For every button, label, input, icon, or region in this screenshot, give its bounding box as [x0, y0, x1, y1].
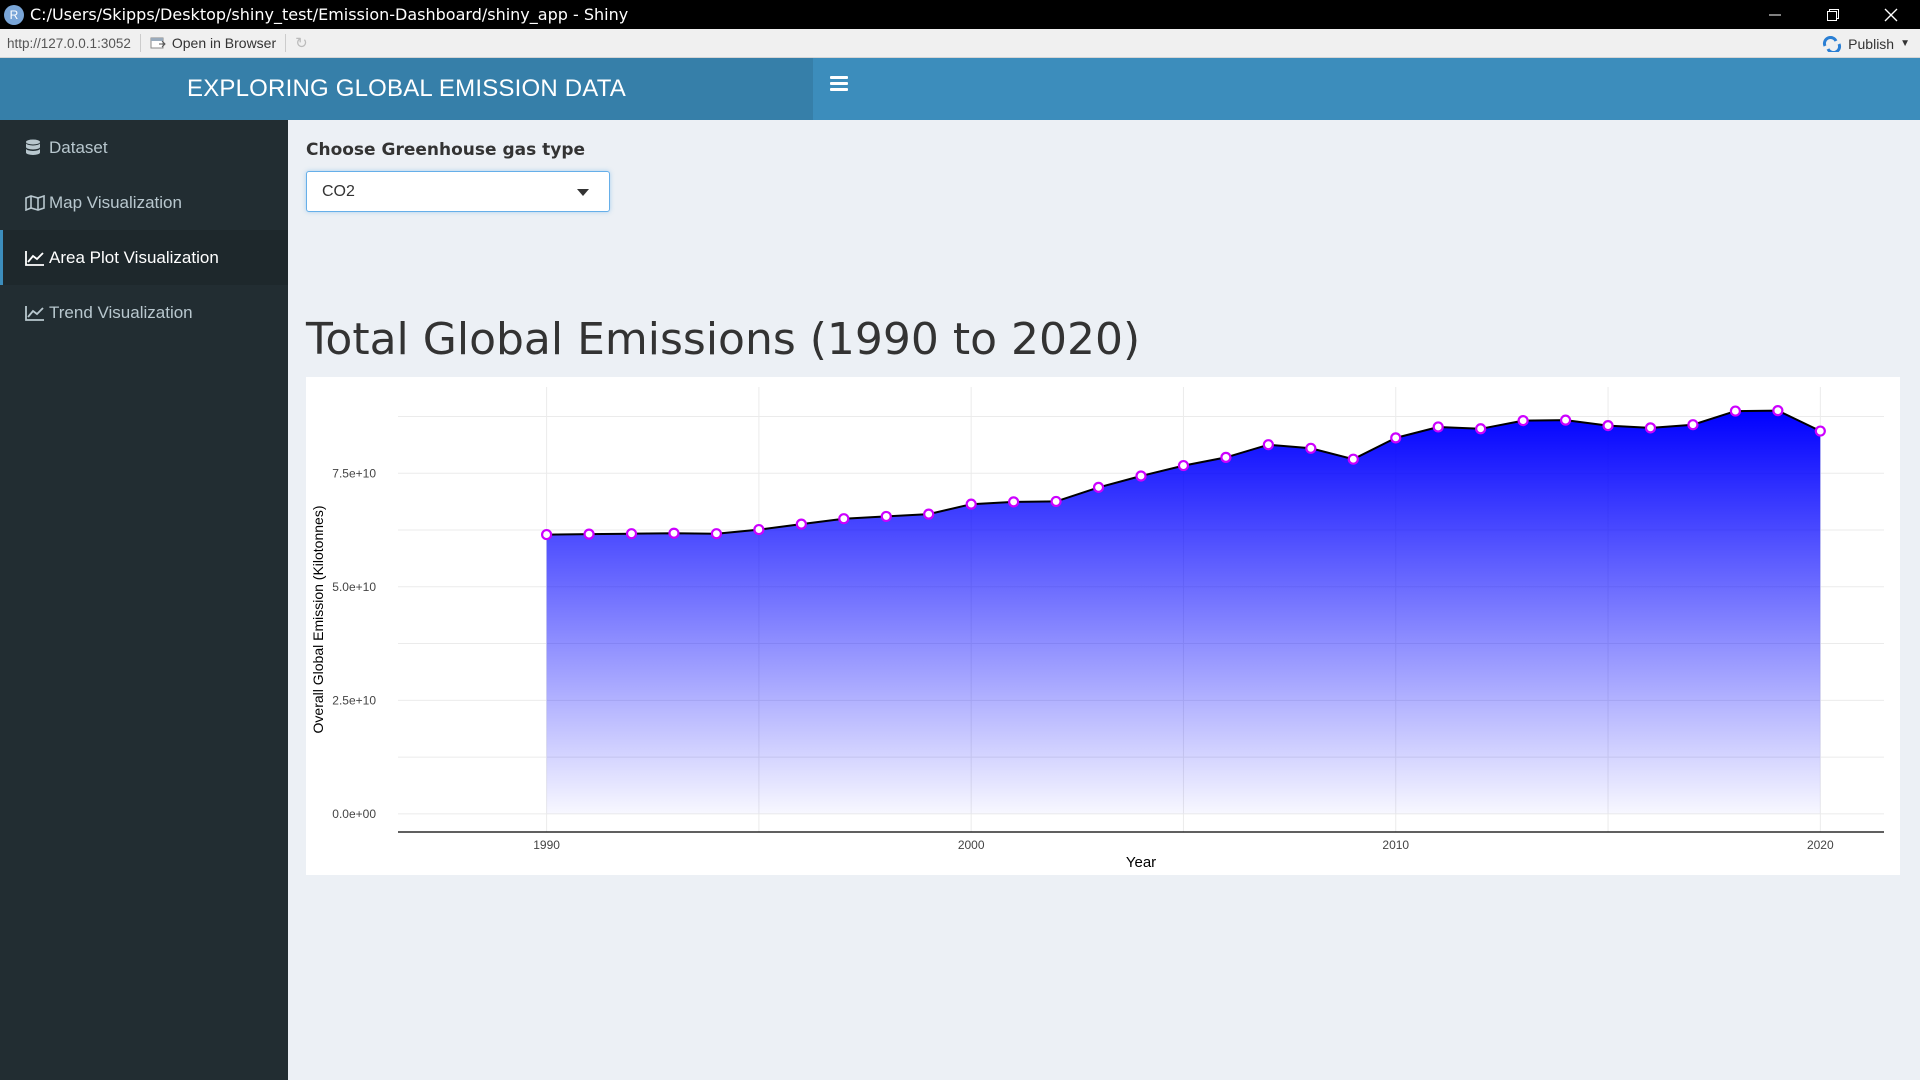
sidebar-item-label: Dataset — [49, 137, 108, 157]
chevron-down-icon — [577, 189, 589, 196]
data-point[interactable] — [1475, 423, 1487, 435]
data-point[interactable] — [1772, 405, 1784, 417]
map-icon — [25, 194, 45, 212]
data-point[interactable] — [1432, 421, 1444, 433]
data-point[interactable] — [1644, 422, 1657, 434]
main-content: Choose Greenhouse gas type CO2 Total Glo… — [288, 120, 1920, 1080]
sidebar-item-label: Trend Visualization — [49, 302, 193, 322]
sidebar-item-area-plot-visualization[interactable]: Area Plot Visualization — [0, 230, 288, 285]
open-in-browser-label: Open in Browser — [171, 35, 277, 51]
data-point[interactable] — [838, 513, 850, 525]
gas-type-label: Choose Greenhouse gas type — [306, 140, 586, 160]
publish-label: Publish — [1848, 35, 1895, 52]
data-point[interactable] — [965, 498, 977, 510]
data-point[interactable] — [1687, 419, 1699, 431]
data-point[interactable] — [1517, 415, 1529, 427]
data-point[interactable] — [1177, 459, 1190, 472]
app-header: EXPLORING GLOBAL EMISSION DATA — [0, 58, 1920, 120]
area-chart-icon — [25, 249, 45, 267]
toolbar-divider — [139, 34, 141, 52]
data-point[interactable] — [753, 523, 765, 536]
x-tick-label: 2020 — [1807, 838, 1834, 852]
r-app-icon: R — [4, 4, 24, 25]
restore-icon[interactable] — [1804, 0, 1862, 29]
toolbar-divider — [285, 34, 287, 52]
chevron-down-icon: ▼ — [1900, 38, 1910, 49]
gas-type-select[interactable]: CO2 — [306, 171, 610, 212]
sidebar-item-map-visualization[interactable]: Map Visualization — [0, 175, 288, 230]
refresh-icon[interactable]: ↻ — [295, 35, 308, 52]
area-plot[interactable]: 1990 2000 2010 2020 0.0e+00 2.5e+10 5.0e+10 7.5… — [306, 377, 1900, 875]
data-point[interactable] — [1135, 470, 1147, 482]
close-icon[interactable] — [1862, 0, 1920, 29]
y-tick-label: 2.5e+10 — [332, 693, 376, 707]
data-point[interactable] — [1559, 414, 1572, 426]
data-point[interactable] — [923, 508, 935, 520]
sidebar: Dataset Map Visualization Area Plot Visu… — [0, 120, 288, 1080]
data-point[interactable] — [1050, 495, 1062, 508]
y-axis-label: Overall Global Emission (Kilotonnes) — [310, 506, 326, 734]
browser-window-icon — [150, 37, 166, 49]
sidebar-item-label: Area Plot Visualization — [49, 247, 219, 267]
x-tick-label: 1990 — [533, 838, 560, 852]
x-axis-label: Year — [1126, 854, 1156, 871]
data-point[interactable] — [880, 510, 892, 523]
area-fill — [546, 410, 1821, 814]
sidebar-item-trend-visualization[interactable]: Trend Visualization — [0, 285, 288, 340]
data-point[interactable] — [1220, 451, 1232, 463]
sidebar-item-label: Map Visualization — [49, 192, 182, 212]
window-title-bar: R C:/Users/Skipps/Desktop/shiny_test/Emi… — [0, 0, 1920, 29]
line-chart-icon — [25, 304, 45, 322]
sidebar-item-dataset[interactable]: Dataset — [0, 120, 288, 175]
data-point[interactable] — [1347, 453, 1359, 465]
viewer-toolbar: http://127.0.0.1:3052 Open in Browser ↻ … — [0, 29, 1920, 58]
gas-type-selected-value: CO2 — [322, 182, 355, 200]
data-point[interactable] — [668, 527, 680, 539]
chart-title: Total Global Emissions (1990 to 2020) — [306, 314, 1141, 365]
data-point[interactable] — [795, 518, 807, 530]
data-point[interactable] — [583, 528, 595, 540]
y-tick-label: 0.0e+00 — [332, 807, 376, 821]
sidebar-toggle-icon[interactable] — [830, 76, 848, 92]
address-url[interactable]: http://127.0.0.1:3052 — [7, 35, 131, 51]
data-point[interactable] — [1729, 405, 1742, 417]
data-point[interactable] — [1092, 481, 1105, 493]
shiny-app: EXPLORING GLOBAL EMISSION DATA Dataset M… — [0, 58, 1920, 1080]
window-title: C:/Users/Skipps/Desktop/shiny_test/Emiss… — [30, 5, 629, 24]
data-point[interactable] — [625, 528, 638, 540]
x-tick-label: 2010 — [1382, 838, 1409, 852]
y-tick-label: 7.5e+10 — [332, 466, 376, 480]
area-plot-svg: 1990 2000 2010 2020 0.0e+00 2.5e+10 5.0e+10 7.5… — [310, 387, 1884, 871]
open-in-browser-button[interactable]: Open in Browser — [150, 35, 276, 51]
data-point[interactable] — [1305, 442, 1317, 454]
x-tick-label: 2000 — [958, 838, 985, 852]
y-tick-label: 5.0e+10 — [332, 580, 376, 594]
data-point[interactable] — [541, 528, 553, 541]
minimize-icon[interactable] — [1746, 0, 1804, 29]
data-point[interactable] — [1008, 496, 1020, 508]
database-icon — [25, 139, 45, 157]
data-point[interactable] — [1262, 439, 1274, 451]
data-point[interactable] — [710, 528, 723, 540]
window-controls — [1746, 0, 1920, 29]
publish-icon — [1823, 35, 1842, 52]
data-point[interactable] — [1814, 425, 1826, 437]
app-title: EXPLORING GLOBAL EMISSION DATA — [0, 58, 813, 120]
data-point[interactable] — [1390, 432, 1402, 444]
publish-button[interactable]: Publish ▼ — [1822, 29, 1910, 58]
data-point[interactable] — [1602, 419, 1614, 432]
